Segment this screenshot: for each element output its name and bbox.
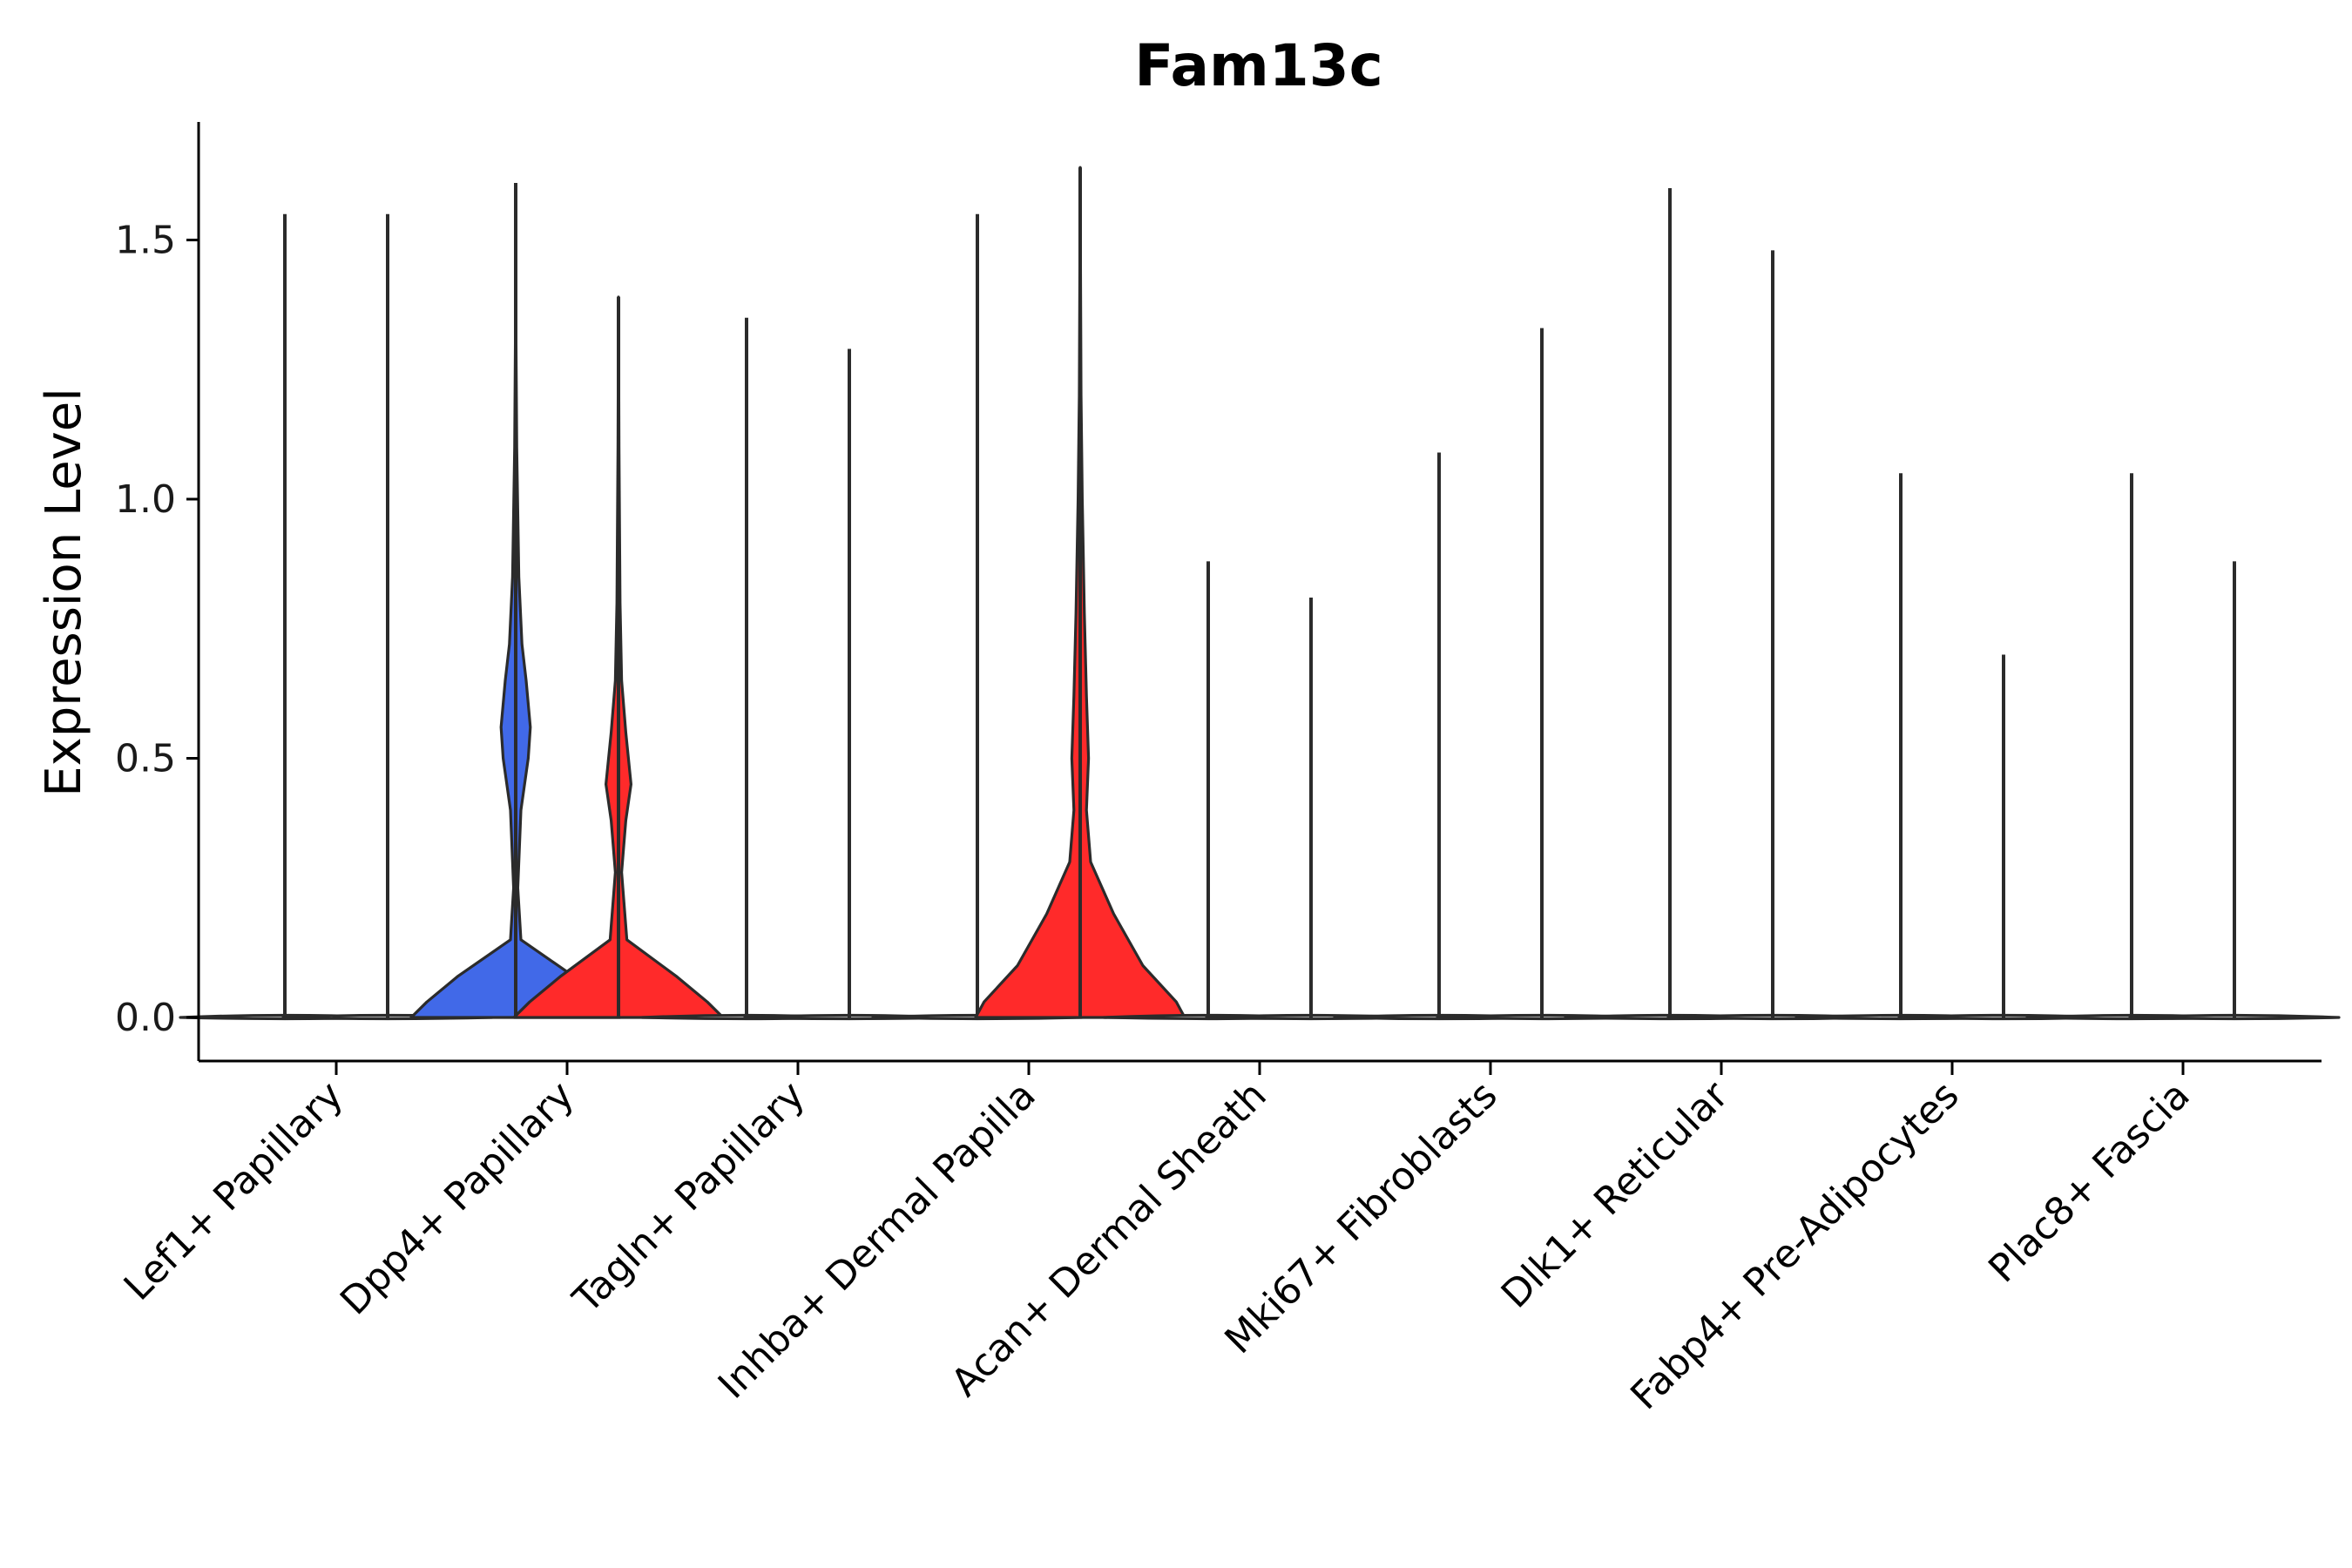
x-tick-label: Lef1+ Papillary bbox=[116, 1073, 352, 1309]
y-axis-label: Expression Level bbox=[36, 388, 92, 797]
y-axis: 0.0 0.5 1.0 1.5 bbox=[115, 122, 200, 1061]
chart-title: Fam13c bbox=[1134, 32, 1383, 99]
x-tick-label: Tagln+ Papillary bbox=[564, 1073, 814, 1322]
violin-group bbox=[179, 166, 2341, 1021]
y-tick-label: 1.5 bbox=[115, 219, 176, 263]
y-tick-label: 1.0 bbox=[115, 477, 176, 522]
y-tick-label: 0.0 bbox=[115, 996, 176, 1040]
x-tick-label: Dlk1+ Reticular bbox=[1493, 1072, 1738, 1317]
x-tick-label: Dpp4+ Papillary bbox=[332, 1073, 583, 1324]
x-tick-label: Plac8+ Fascia bbox=[1980, 1073, 2199, 1292]
y-tick-label: 0.5 bbox=[115, 737, 176, 781]
